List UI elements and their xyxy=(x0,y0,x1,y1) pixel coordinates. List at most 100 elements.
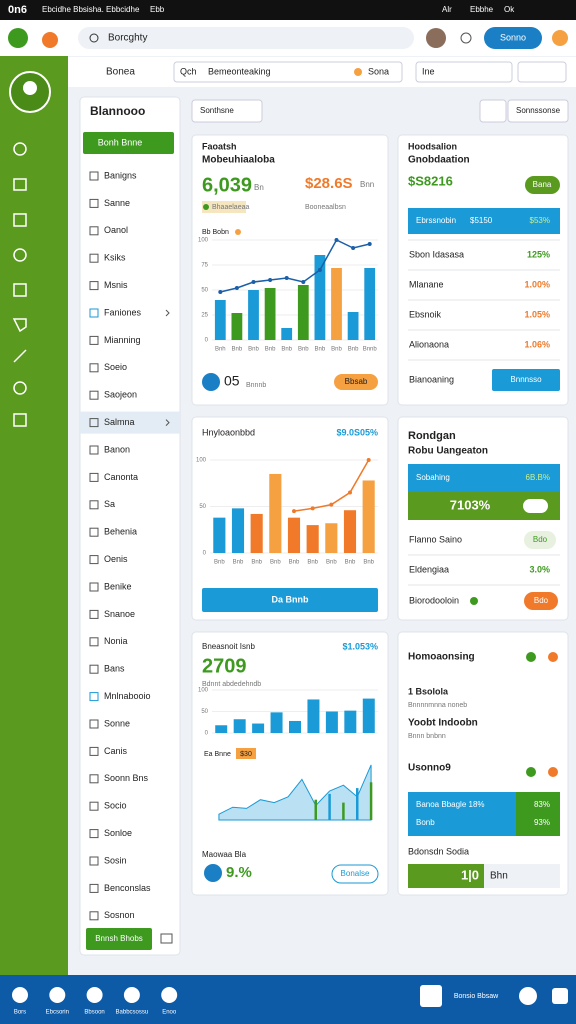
icon[interactable] xyxy=(526,652,536,662)
search-button: Sona xyxy=(368,66,389,76)
card-value: $1.053% xyxy=(342,641,378,651)
line xyxy=(220,239,370,293)
x-tick-label: Bnb xyxy=(315,347,326,353)
nav-icon[interactable] xyxy=(13,178,27,191)
nav-item: Banigns xyxy=(104,170,137,180)
item-title: 1 Bsolola xyxy=(408,686,449,696)
footer-label: Bdonsdn Sodia xyxy=(408,846,469,856)
menu-button[interactable] xyxy=(8,28,28,48)
bar xyxy=(328,793,331,820)
nav-button[interactable] xyxy=(519,987,537,1005)
nav-icon[interactable] xyxy=(13,283,27,297)
bar xyxy=(270,712,283,733)
bar xyxy=(343,510,357,553)
row-value: 1.05% xyxy=(524,309,550,319)
metric: $28.6S xyxy=(305,175,353,192)
point xyxy=(310,506,315,511)
header-button[interactable] xyxy=(484,27,542,49)
pill[interactable] xyxy=(524,531,556,549)
primary-button[interactable] xyxy=(83,132,174,154)
nav-button[interactable] xyxy=(552,988,568,1004)
item-title: Usonno9 xyxy=(408,763,451,774)
x-tick-label: Bnb xyxy=(265,347,276,353)
bar xyxy=(362,480,375,553)
x-tick-label: Bnb xyxy=(363,560,374,566)
nav-rail xyxy=(0,56,68,975)
bar xyxy=(297,285,309,340)
nav-icon[interactable] xyxy=(13,381,27,395)
nav-icon[interactable] xyxy=(13,142,27,156)
nav-item: Soonn Bns xyxy=(104,773,149,783)
search-value: Bemeonteaking xyxy=(208,66,271,76)
green-accent xyxy=(516,792,560,836)
card-button[interactable] xyxy=(525,176,560,194)
legend: Ea Bnne xyxy=(204,751,231,758)
nav-icon[interactable] xyxy=(13,349,27,363)
row-label: Sbon Idasasa xyxy=(409,249,464,259)
toolbar-search[interactable] xyxy=(173,61,403,83)
nav-icon[interactable] xyxy=(123,987,140,1003)
point xyxy=(334,238,339,242)
item-icon xyxy=(89,445,99,455)
nav-button[interactable] xyxy=(420,985,442,1007)
nav-icon[interactable] xyxy=(49,987,66,1003)
nav-icon[interactable] xyxy=(86,987,103,1003)
nav-icon[interactable] xyxy=(13,413,27,427)
search-dot xyxy=(354,68,362,76)
nav-icon[interactable] xyxy=(13,248,27,262)
nav-icon[interactable] xyxy=(13,213,27,227)
pill[interactable] xyxy=(524,592,558,610)
nav-item: Banon xyxy=(104,444,130,454)
nav-item: Sosnon xyxy=(104,910,135,920)
footer-label: Maowaa Bla xyxy=(202,850,247,859)
toggle[interactable] xyxy=(523,499,548,513)
filter-box[interactable] xyxy=(415,61,513,83)
card-button[interactable] xyxy=(334,374,378,390)
footer-label: Bnnnb xyxy=(246,382,266,389)
y-tick-label: 100 xyxy=(198,238,209,244)
y-tick-label: 0 xyxy=(205,731,209,737)
row-label: Ebsnoik xyxy=(409,309,442,319)
block-value: 7103% xyxy=(450,497,491,512)
footer-button[interactable] xyxy=(86,928,152,950)
point xyxy=(292,509,296,514)
settings-icon[interactable] xyxy=(460,32,472,44)
icon[interactable] xyxy=(526,767,536,777)
icon[interactable] xyxy=(548,652,558,662)
item-icon xyxy=(89,883,99,893)
avatar[interactable] xyxy=(426,28,446,48)
block-label: Banoa Bbagle 18% xyxy=(416,800,485,809)
item-icon xyxy=(89,801,99,811)
card-button[interactable] xyxy=(331,864,379,884)
notification-icon[interactable] xyxy=(552,30,568,46)
nav-icon[interactable] xyxy=(161,987,178,1003)
bar xyxy=(214,300,226,340)
card-button[interactable] xyxy=(492,369,560,391)
card-button[interactable] xyxy=(202,588,378,612)
badge-dot xyxy=(203,204,209,210)
filter-dropdown[interactable] xyxy=(191,99,263,123)
highlight-value: $5150 xyxy=(470,216,493,225)
action-button[interactable] xyxy=(507,99,569,123)
bar xyxy=(269,473,282,553)
highlight-label: Ebrssnobin xyxy=(416,216,456,225)
y-tick-label: 0 xyxy=(205,338,209,344)
bar xyxy=(215,725,228,733)
toolbar-action[interactable] xyxy=(517,61,567,83)
bar xyxy=(344,710,357,733)
nav-item: Canis xyxy=(104,746,128,756)
button-label: Bbsab xyxy=(345,377,368,386)
footer-label: Bianoaning xyxy=(409,374,454,384)
search-box[interactable] xyxy=(78,27,414,49)
icon-button[interactable] xyxy=(479,99,507,123)
nav-icon[interactable] xyxy=(12,987,28,1003)
button-label: Bnnnsso xyxy=(510,375,542,384)
icon[interactable] xyxy=(548,767,558,777)
bar xyxy=(252,723,265,733)
caption: Bdnnt abdedehndb xyxy=(202,681,261,688)
footer-icon[interactable] xyxy=(160,933,173,944)
app-icon[interactable] xyxy=(40,30,60,50)
nav-icon[interactable] xyxy=(12,318,27,333)
bar xyxy=(281,328,293,340)
point xyxy=(329,502,334,507)
